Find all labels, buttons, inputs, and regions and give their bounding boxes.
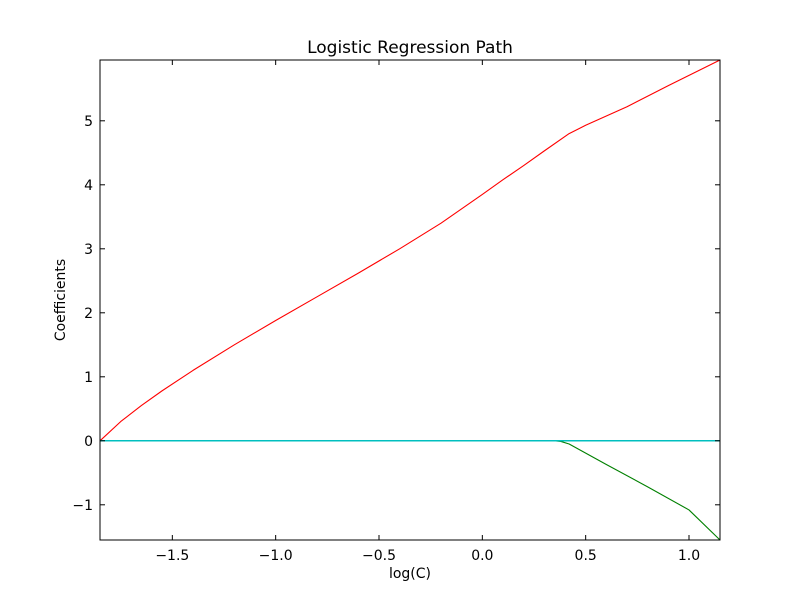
- x-tick-label: −1.0: [259, 548, 293, 564]
- y-tick-label: 5: [84, 114, 93, 130]
- x-tick-label: −0.5: [362, 548, 396, 564]
- y-tick-label: −1: [72, 498, 93, 514]
- series-line-1: [99, 59, 721, 442]
- y-tick-label: 2: [84, 306, 93, 322]
- y-tick-label: 3: [84, 242, 93, 258]
- x-tick-label: 0.0: [471, 548, 493, 564]
- y-tick-label: 4: [84, 178, 93, 194]
- x-axis-label: log(C): [389, 566, 431, 582]
- chart-title: Logistic Regression Path: [307, 38, 513, 58]
- y-axis-ticks: −1 0 1 2 3 4 5: [72, 114, 720, 514]
- x-tick-label: −1.5: [155, 548, 189, 564]
- axes-frame: [99, 59, 721, 541]
- y-axis-label: Coefficients: [53, 259, 69, 341]
- y-tick-label: 0: [84, 434, 93, 450]
- x-tick-label: 0.5: [575, 548, 597, 564]
- x-tick-label: 1.0: [678, 548, 700, 564]
- plot-lines: [99, 59, 721, 541]
- y-tick-label: 1: [84, 370, 93, 386]
- x-axis-ticks: −1.5 −1.0 −0.5 0.0 0.5 1.0: [155, 60, 700, 564]
